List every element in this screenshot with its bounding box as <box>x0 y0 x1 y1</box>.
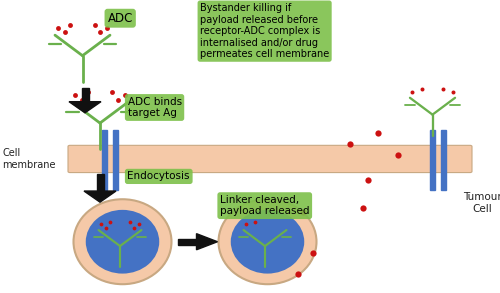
Bar <box>82 88 88 102</box>
Text: Cell
membrane: Cell membrane <box>2 148 56 170</box>
Ellipse shape <box>74 199 172 284</box>
Text: Tumour
Cell: Tumour Cell <box>463 192 500 214</box>
Ellipse shape <box>218 199 316 284</box>
Ellipse shape <box>231 210 304 274</box>
Polygon shape <box>196 234 218 250</box>
Bar <box>178 239 197 245</box>
Text: Bystander killing if
payload released before
receptor-ADC complex is
internalise: Bystander killing if payload released be… <box>200 3 329 59</box>
FancyBboxPatch shape <box>68 145 472 173</box>
Text: Endocytosis: Endocytosis <box>128 171 190 181</box>
Polygon shape <box>84 191 116 202</box>
Ellipse shape <box>86 210 159 274</box>
Text: Linker cleaved,
payload released: Linker cleaved, payload released <box>220 195 310 217</box>
Bar <box>113 130 118 190</box>
Bar <box>96 174 103 191</box>
Text: ADC: ADC <box>108 12 133 25</box>
Bar <box>430 130 434 190</box>
Polygon shape <box>69 102 101 113</box>
Text: ADC binds
target Ag: ADC binds target Ag <box>128 97 182 118</box>
Bar <box>102 130 107 190</box>
Bar <box>440 130 446 190</box>
